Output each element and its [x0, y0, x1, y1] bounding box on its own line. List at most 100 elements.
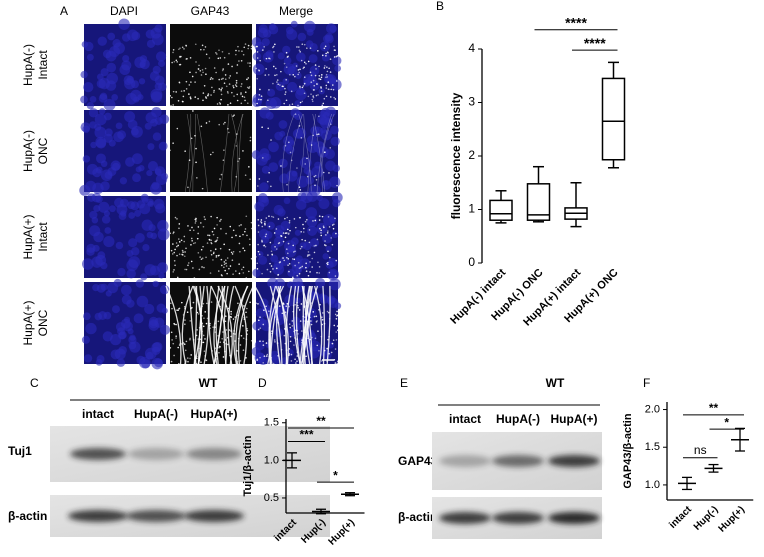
nucleus [321, 53, 331, 62]
gap43-signal [277, 242, 280, 245]
gap43-signal [307, 274, 310, 277]
gap43-signal [282, 232, 285, 234]
gap43-signal [201, 257, 204, 259]
nucleus [126, 268, 136, 279]
gap43-signal [179, 47, 181, 49]
axon [165, 285, 182, 365]
gap43-signal [297, 69, 300, 71]
row-label: HupA(+)ONC [21, 300, 50, 345]
gap43-signal [332, 227, 335, 230]
gap43-signal [213, 91, 215, 93]
gap43-signal [187, 225, 189, 227]
gap43-signal [321, 104, 324, 107]
gap43-signal [287, 257, 290, 260]
gap43-signal [235, 176, 238, 178]
gap43-signal [242, 325, 244, 327]
nucleus [322, 111, 330, 119]
gap43-signal [218, 123, 220, 126]
gap43-signal [175, 337, 177, 339]
gap43-signal [298, 272, 301, 275]
nucleus [124, 111, 136, 123]
y-tick-label: 1.0 [264, 454, 279, 466]
gap43-signal [303, 61, 306, 64]
gap43-signal [196, 177, 198, 179]
gap43-signal [321, 54, 324, 57]
gap43-signal [238, 157, 241, 160]
nucleus [107, 32, 116, 41]
gap43-signal [223, 261, 226, 263]
gap43-signal [240, 93, 242, 96]
nucleus [277, 52, 285, 60]
gap43-signal [195, 220, 197, 222]
nucleus [152, 65, 161, 74]
gap43-signal [205, 122, 208, 124]
gap43-signal [219, 341, 222, 344]
axon [305, 285, 311, 365]
gap43-signal [261, 126, 263, 128]
nucleus [119, 177, 128, 185]
blot-band [68, 510, 128, 522]
gap43-signal [336, 310, 338, 313]
gap43-signal [225, 329, 228, 331]
gap43-signal [238, 242, 241, 245]
gap43-signal [320, 232, 322, 234]
gap43-signal [209, 153, 212, 156]
gap43-signal [289, 340, 292, 343]
nucleus [138, 356, 151, 369]
gap43-signal [316, 83, 318, 85]
gap43-signal [195, 147, 197, 150]
gap43-signal [316, 133, 318, 136]
nucleus [95, 138, 107, 149]
gap43-signal [315, 321, 318, 323]
gap43-signal [337, 329, 339, 332]
gap43-signal [323, 97, 326, 100]
axon [295, 285, 301, 365]
gap43-signal [313, 89, 315, 91]
gap43-signal [176, 61, 179, 63]
nucleus [151, 342, 162, 353]
gap43-signal [238, 50, 240, 52]
gap43-signal [194, 43, 197, 46]
nucleus [126, 299, 135, 308]
gap43-signal [317, 133, 320, 135]
nucleus [87, 193, 96, 202]
gap43-signal [199, 256, 201, 258]
gap43-signal [295, 65, 298, 67]
nucleus [81, 335, 90, 344]
nucleus [144, 264, 157, 276]
y-tick-label: 1 [468, 202, 475, 216]
nucleus [324, 34, 334, 44]
gap43-signal [240, 102, 243, 105]
gap43-signal [301, 100, 304, 103]
gap43-signal [185, 268, 188, 271]
axon [313, 285, 323, 365]
nucleus [157, 59, 166, 68]
gap43-signal [316, 271, 318, 274]
nucleus [280, 220, 291, 231]
gap43-signal [235, 85, 238, 88]
gap43-signal [334, 362, 337, 364]
gap43-signal [282, 257, 284, 259]
axon [307, 113, 316, 193]
gap43-signal [256, 77, 258, 80]
gap43-signal [209, 272, 212, 274]
nucleus [312, 126, 324, 138]
axon [282, 113, 295, 193]
gap43-signal [273, 339, 276, 341]
nucleus [100, 283, 108, 291]
nucleus [328, 278, 341, 291]
nucleus [118, 18, 130, 30]
gap43-signal [192, 301, 195, 304]
gap43-signal [240, 83, 243, 85]
axon [237, 285, 254, 365]
gap43-signal [183, 255, 186, 258]
gap43-signal [287, 228, 289, 231]
nucleus [282, 45, 291, 55]
gap43-signal [180, 90, 183, 92]
gap43-signal [175, 59, 178, 62]
nucleus [109, 205, 116, 213]
gap43-signal [238, 60, 240, 62]
gap43-signal [285, 232, 288, 234]
nucleus [148, 224, 156, 232]
